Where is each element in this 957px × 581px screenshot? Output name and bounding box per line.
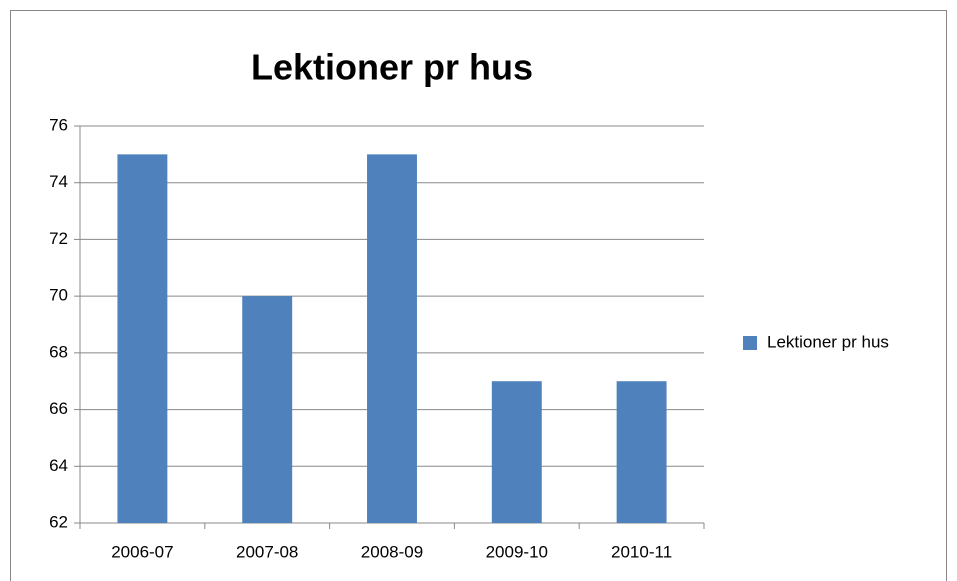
bar	[367, 154, 417, 523]
x-tick-label: 2007-08	[236, 542, 298, 561]
y-tick-label: 76	[49, 115, 68, 134]
chart-title: Lektioner pr hus	[251, 47, 533, 88]
legend-swatch	[743, 336, 757, 350]
y-tick-label: 64	[49, 456, 68, 475]
bar	[491, 381, 542, 523]
x-tick-label: 2010-11	[611, 542, 672, 561]
y-tick-label: 68	[49, 342, 68, 361]
y-tick-label: 66	[49, 399, 68, 418]
y-tick-label: 70	[49, 286, 68, 305]
bar	[616, 381, 667, 523]
y-tick-label: 74	[49, 172, 68, 191]
y-tick-label: 72	[49, 229, 68, 248]
bar	[117, 154, 168, 523]
x-tick-label: 2009-10	[486, 542, 548, 561]
y-tick-label: 62	[49, 512, 68, 531]
x-tick-label: 2008-09	[361, 542, 423, 561]
x-tick-label: 2006-07	[111, 542, 173, 561]
bar	[242, 296, 293, 523]
legend-label: Lektioner pr hus	[767, 332, 889, 351]
